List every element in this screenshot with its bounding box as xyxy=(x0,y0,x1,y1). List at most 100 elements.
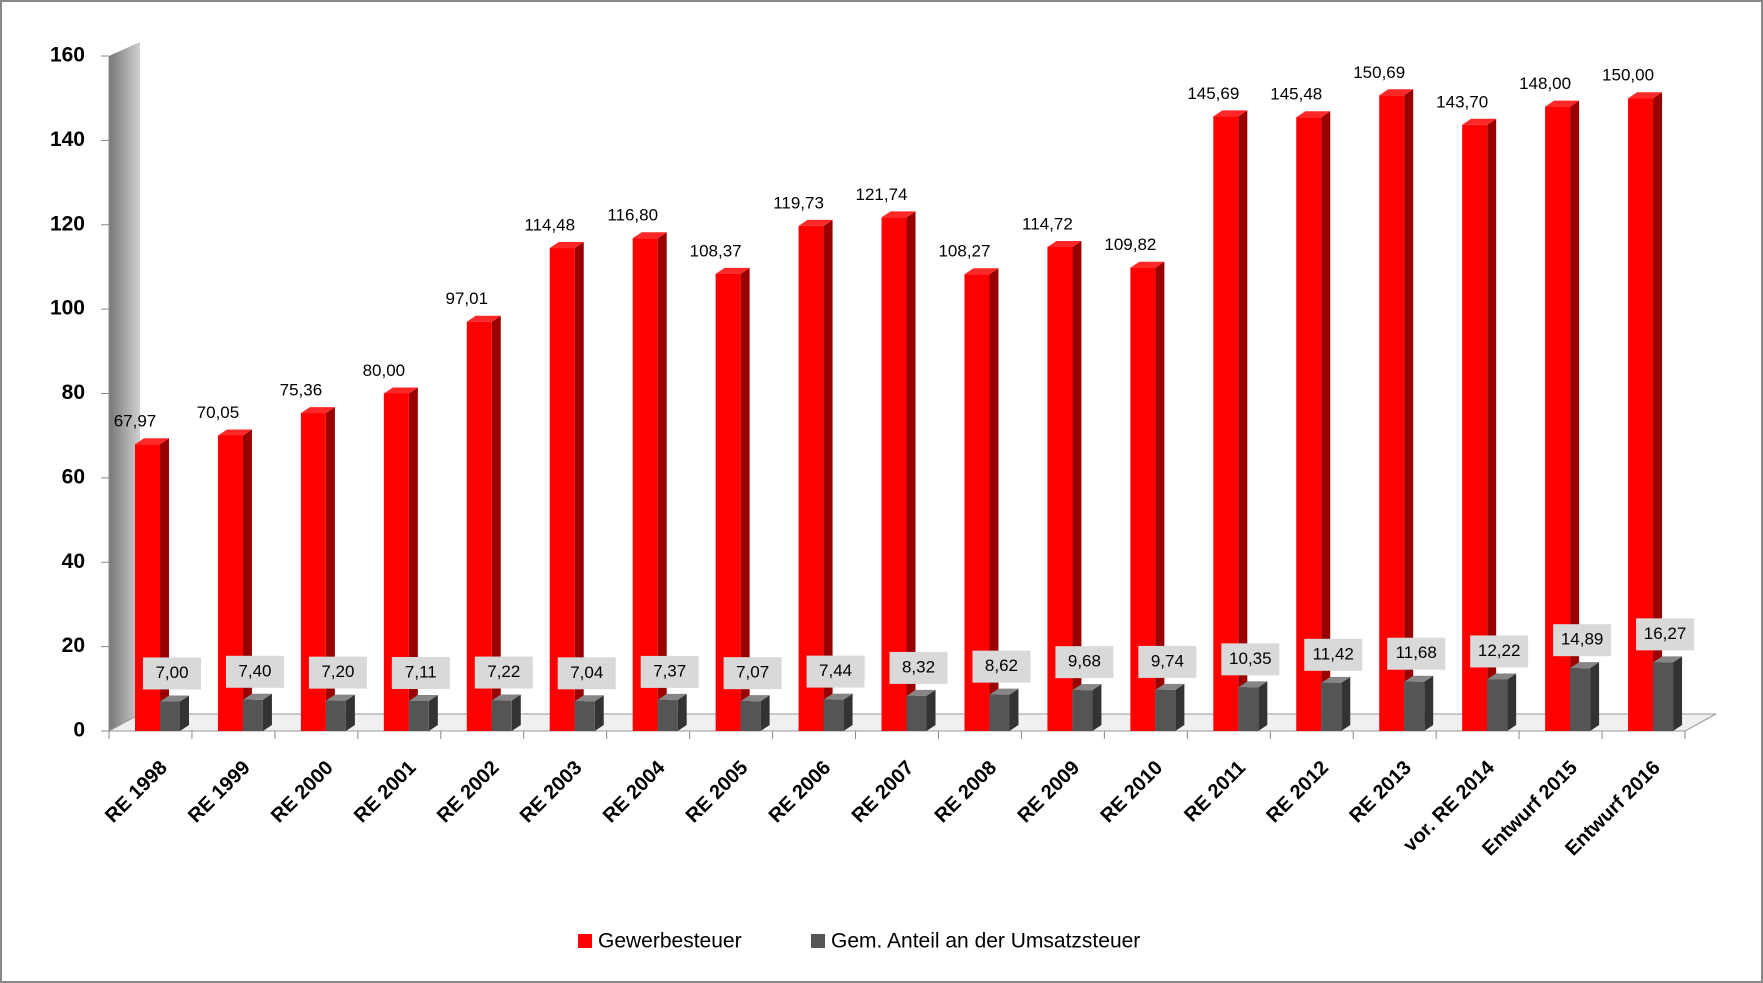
bar-side xyxy=(1570,100,1580,731)
bar-side xyxy=(657,232,667,731)
value-label-box xyxy=(1304,638,1363,671)
bar-front xyxy=(823,699,844,731)
value-label: 114,48 xyxy=(524,216,575,235)
bar-front xyxy=(1072,690,1093,731)
value-label-box xyxy=(1470,635,1529,668)
bar-top xyxy=(1047,241,1082,248)
bar-side xyxy=(1487,118,1497,731)
value-label: 7,11 xyxy=(405,662,437,681)
bar-front xyxy=(1487,679,1508,731)
value-label-box xyxy=(972,650,1031,683)
bar-top xyxy=(1072,684,1102,691)
bar-front xyxy=(881,217,907,732)
value-label: 75,36 xyxy=(280,381,323,400)
bar-side xyxy=(906,211,916,732)
bar-side xyxy=(1507,673,1517,731)
bar-top xyxy=(242,693,272,700)
bar-side xyxy=(1009,688,1019,731)
value-label-box xyxy=(1221,643,1280,676)
legend-swatch xyxy=(811,934,825,948)
value-label-box xyxy=(143,657,201,690)
value-label: 80,00 xyxy=(363,361,406,380)
bar-front xyxy=(740,701,761,731)
value-label: 109,82 xyxy=(1104,235,1156,254)
bar xyxy=(574,695,604,731)
bar-side xyxy=(1673,656,1683,731)
bar xyxy=(989,688,1019,731)
bar-front xyxy=(1379,95,1405,732)
bar xyxy=(1379,89,1414,732)
value-label: 97,01 xyxy=(446,289,489,308)
value-label: 143,70 xyxy=(1436,92,1488,111)
bar-top xyxy=(1296,111,1331,118)
bar xyxy=(823,693,853,731)
bar-top xyxy=(1130,261,1165,268)
bar-side xyxy=(1590,662,1600,731)
value-label-box xyxy=(391,657,450,690)
value-label-box xyxy=(1138,645,1197,678)
bar-side xyxy=(511,694,521,731)
value-label: 148,00 xyxy=(1519,74,1571,93)
bar-front xyxy=(491,700,512,731)
bar-top xyxy=(632,232,667,239)
value-label: 145,69 xyxy=(1187,84,1239,103)
side-wall xyxy=(109,42,140,731)
value-label-box xyxy=(889,651,948,684)
bar-top xyxy=(1570,662,1600,669)
bar-top xyxy=(1545,100,1580,107)
bar-side xyxy=(428,695,438,731)
bar-top xyxy=(325,694,355,701)
value-label-box xyxy=(723,657,782,690)
bar-top xyxy=(715,267,750,274)
value-label-box xyxy=(557,657,616,690)
value-label-box xyxy=(1636,618,1695,651)
y-tick-label: 80 xyxy=(62,381,85,404)
bar-front xyxy=(1155,689,1176,731)
value-label: 7,00 xyxy=(155,663,188,682)
value-label: 108,37 xyxy=(690,241,742,260)
value-label-box xyxy=(474,656,533,689)
bar-front xyxy=(574,701,595,731)
bar-side xyxy=(594,695,604,731)
bar xyxy=(906,689,936,731)
bar-top xyxy=(798,219,833,226)
bar-top xyxy=(1404,675,1434,682)
y-tick-label: 60 xyxy=(62,465,85,488)
value-label: 121,74 xyxy=(856,185,908,204)
value-label: 145,48 xyxy=(1270,85,1322,104)
value-label: 8,62 xyxy=(985,656,1018,675)
bar xyxy=(1628,92,1663,731)
value-label: 11,42 xyxy=(1313,644,1354,663)
y-tick-label: 160 xyxy=(50,44,85,67)
y-tick-label: 40 xyxy=(62,550,85,573)
value-label: 7,07 xyxy=(736,663,769,682)
bar xyxy=(491,694,521,731)
bar xyxy=(1570,662,1600,731)
value-label: 16,27 xyxy=(1644,624,1687,643)
bar-front xyxy=(1213,116,1239,732)
value-label: 7,37 xyxy=(653,661,686,680)
bar-top xyxy=(300,407,335,414)
bar-top xyxy=(491,694,521,701)
bar-top xyxy=(466,315,501,322)
value-label-box xyxy=(1387,637,1446,670)
bar-top xyxy=(135,438,169,445)
value-label: 12,22 xyxy=(1478,641,1521,660)
value-label-box xyxy=(1055,646,1114,679)
value-label: 7,40 xyxy=(238,661,271,680)
bar-top xyxy=(906,689,936,696)
bar-side xyxy=(926,689,936,731)
bar-front xyxy=(1404,681,1425,731)
value-label: 114,72 xyxy=(1022,215,1073,234)
bar-side xyxy=(1175,683,1185,731)
legend-label: Gem. Anteil an der Umsatzsteuer xyxy=(831,930,1140,953)
bar-top xyxy=(964,268,999,275)
y-tick-label: 0 xyxy=(73,719,85,742)
bar-side xyxy=(1258,681,1268,731)
bar-side xyxy=(1072,241,1082,731)
bar-front xyxy=(408,701,429,731)
bar-side xyxy=(1321,111,1331,732)
bar-top xyxy=(1653,656,1683,663)
bar xyxy=(798,219,833,731)
